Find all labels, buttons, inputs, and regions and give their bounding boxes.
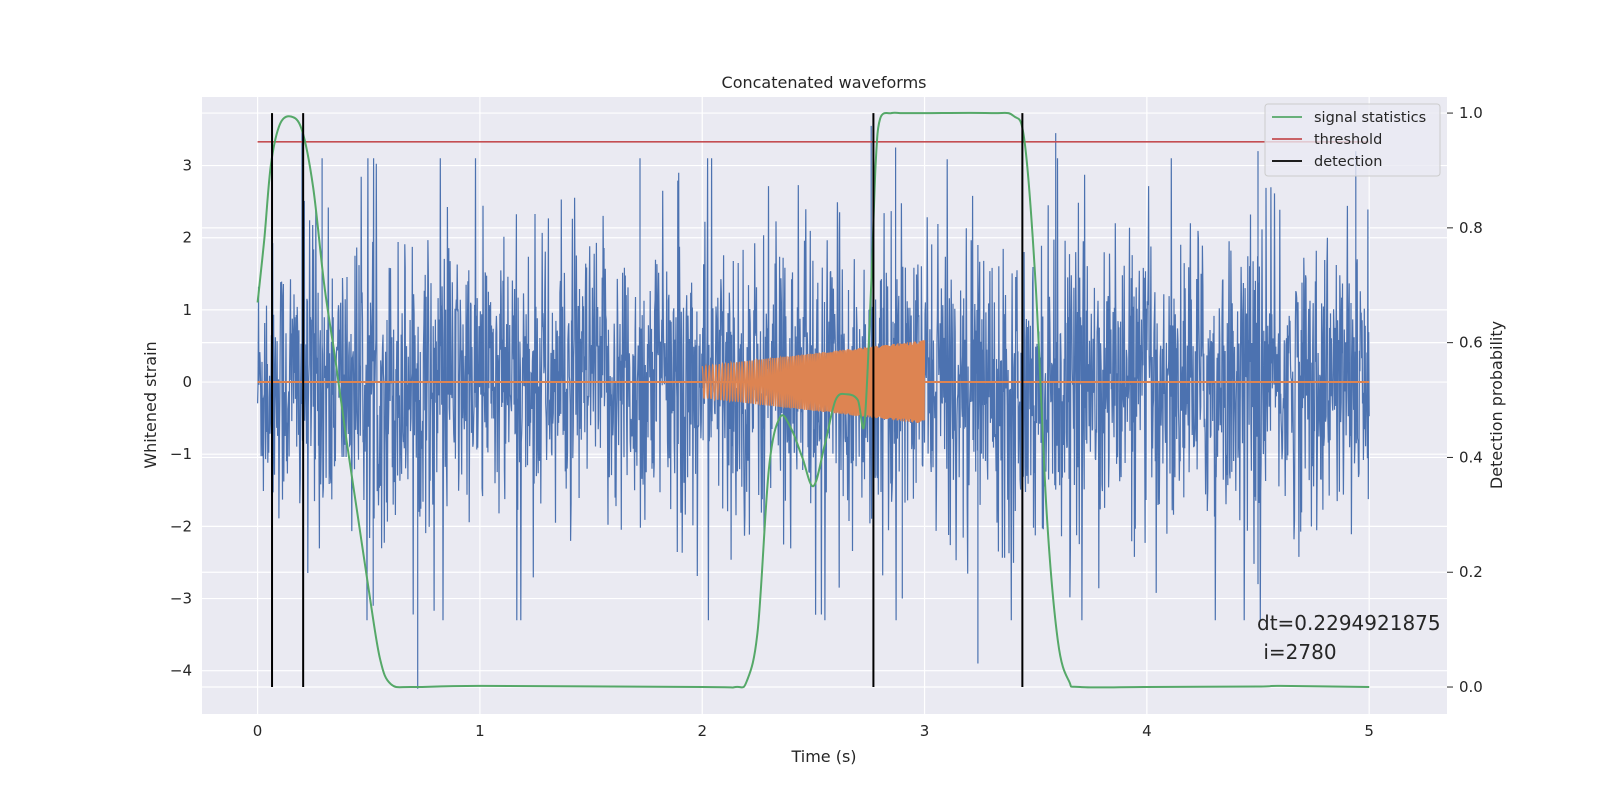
y2-tick-label: 1.0	[1459, 104, 1483, 122]
signal-statistics-series	[256, 111, 1370, 689]
y-axis-label: Whitened strain	[141, 341, 160, 468]
y-tick-label: −1	[170, 445, 192, 463]
y2-axis-ticks: 0.0 0.2 0.4 0.6 0.8 1.0	[1447, 104, 1483, 696]
legend[interactable]: signal statistics threshold detection	[1264, 103, 1441, 177]
strain-series	[257, 125, 1370, 689]
y-tick-label: 1	[182, 301, 192, 319]
x-axis-label: Time (s)	[790, 747, 856, 766]
chart-title: Concatenated waveforms	[722, 73, 927, 92]
y-tick-label: −2	[170, 517, 192, 535]
y-tick-label: −4	[170, 662, 192, 680]
x-tick-label: 4	[1142, 722, 1152, 740]
legend-label-signal-statistics: signal statistics	[1314, 110, 1426, 126]
y2-tick-label: 0.8	[1459, 219, 1483, 237]
x-tick-label: 2	[697, 722, 707, 740]
legend-label-detection: detection	[1314, 154, 1382, 170]
x-tick-label: 5	[1364, 722, 1374, 740]
x-tick-label: 1	[475, 722, 485, 740]
y2-tick-label: 0.0	[1459, 678, 1483, 696]
y2-tick-label: 0.4	[1459, 448, 1483, 466]
injection-series	[257, 340, 1370, 424]
annotation-dt: dt=0.2294921875	[1257, 611, 1441, 635]
strain-line	[257, 125, 1370, 689]
y-tick-label: 3	[182, 157, 192, 175]
y2-tick-label: 0.6	[1459, 334, 1483, 352]
y-tick-label: −3	[170, 590, 192, 608]
y-tick-label: 2	[182, 229, 192, 247]
y2-axis-label: Detection probability	[1487, 321, 1506, 489]
annotation-i: i=2780	[1257, 640, 1337, 664]
annotations: dt=0.2294921875 i=2780	[1257, 611, 1441, 664]
detection-series	[271, 113, 1024, 688]
y2-tick-label: 0.2	[1459, 563, 1483, 581]
injection-chirp	[701, 340, 926, 424]
signal-statistics-line	[256, 111, 1370, 689]
legend-box	[1264, 103, 1441, 177]
x-tick-label: 0	[253, 722, 263, 740]
y-tick-label: 0	[182, 373, 192, 391]
x-axis-ticks: 0 1 2 3 4 5	[253, 722, 1374, 740]
x-tick-label: 3	[920, 722, 930, 740]
y-axis-ticks: −4 −3 −2 −1 0 1 2 3	[170, 157, 192, 680]
legend-label-threshold: threshold	[1314, 132, 1382, 148]
